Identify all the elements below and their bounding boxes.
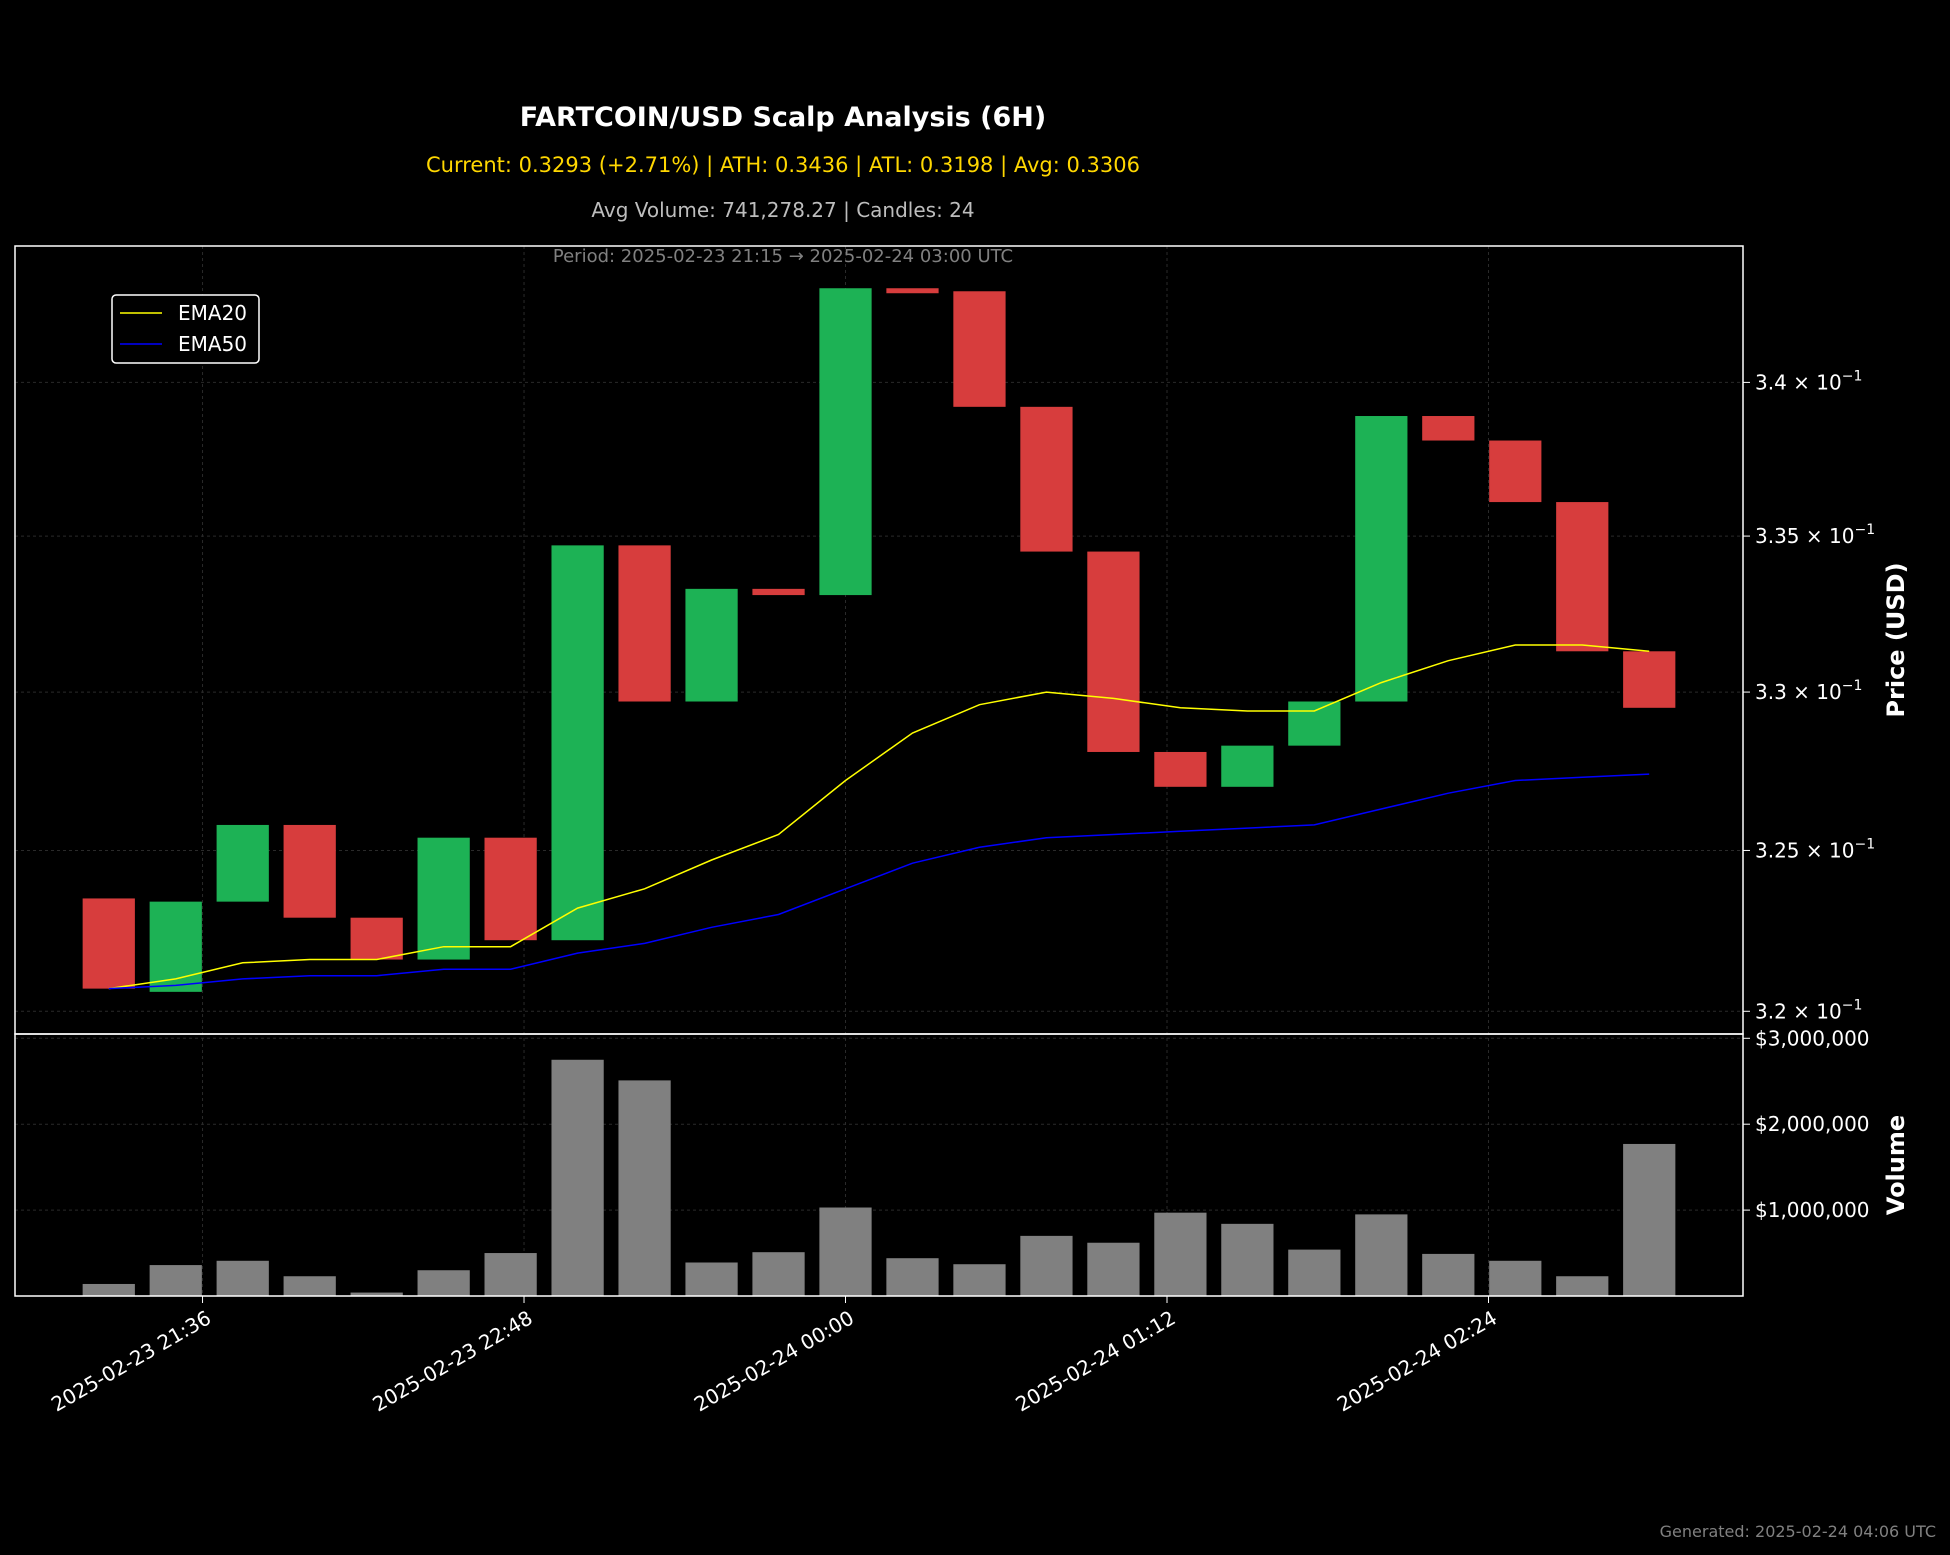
volume-tick-label: $1,000,000	[1755, 1198, 1870, 1222]
legend-box	[111, 294, 260, 364]
candle-down	[283, 824, 336, 918]
volume-bar	[1489, 1260, 1542, 1296]
legend-ema20-label: EMA20	[178, 301, 247, 325]
x-axis-ticks: 2025-02-23 21:36 2025-02-23 22:48 2025-02-…	[47, 1296, 1501, 1416]
price-tick-label: 3.35 × 10−1	[1755, 522, 1875, 548]
price-tick-label: 3.3 × 10−1	[1755, 678, 1862, 704]
volume-tick-label: $3,000,000	[1755, 1026, 1870, 1050]
candle-up	[819, 288, 872, 596]
x-tick-label: 2025-02-24 01:12	[1011, 1306, 1179, 1417]
volume-tick-label: $2,000,000	[1755, 1112, 1870, 1136]
volume-panel-frame	[14, 1033, 1744, 1297]
candle-down	[1154, 751, 1207, 787]
candle-up	[685, 588, 738, 702]
candle-up	[149, 901, 202, 992]
candle-down	[484, 837, 537, 941]
candle-down	[618, 545, 671, 702]
volume-bar	[1355, 1214, 1408, 1296]
chart-volume-subtitle: Avg Volume: 741,278.27 | Candles: 24	[591, 198, 974, 222]
volume-bar	[417, 1270, 470, 1296]
x-tick-label: 2025-02-23 22:48	[368, 1306, 536, 1417]
volume-axis-label: Volume	[1882, 1115, 1910, 1215]
volume-bar	[1221, 1223, 1274, 1296]
volume-bar	[886, 1258, 939, 1296]
volume-bar	[1020, 1235, 1073, 1296]
candle-up	[1355, 416, 1408, 702]
volume-bar	[216, 1260, 269, 1296]
price-tick-label: 3.2 × 10−1	[1755, 997, 1862, 1023]
legend: EMA20 EMA50	[111, 294, 260, 364]
candle-down	[1020, 406, 1073, 552]
price-tick-label: 3.25 × 10−1	[1755, 836, 1875, 862]
volume-bar	[752, 1252, 805, 1296]
candle-up	[1221, 745, 1274, 787]
volume-axis-ticks: $1,000,000 $2,000,000 $3,000,000	[1743, 1026, 1870, 1222]
volume-bar	[1288, 1249, 1341, 1296]
volume-bar	[819, 1207, 872, 1296]
candle-up	[551, 545, 604, 941]
x-tick-label: 2025-02-24 00:00	[690, 1306, 858, 1417]
chart-period-subtitle: Period: 2025-02-23 21:15 → 2025-02-24 03…	[553, 246, 1013, 267]
volume-bar	[1154, 1212, 1207, 1296]
candle-down	[752, 588, 805, 596]
ema-line-ema20	[108, 644, 1650, 990]
grid-layer	[15, 246, 1743, 1296]
volume-bar	[685, 1262, 738, 1296]
legend-ema50-label: EMA50	[178, 332, 247, 356]
candle-up	[1288, 701, 1341, 746]
candle-down	[82, 898, 135, 989]
price-tick-label: 3.4 × 10−1	[1755, 368, 1862, 394]
volume-bar	[618, 1080, 671, 1296]
candle-layer	[82, 288, 1676, 992]
x-tick-label: 2025-02-24 02:24	[1333, 1306, 1501, 1417]
volume-bar	[953, 1264, 1006, 1296]
chart-title: FARTCOIN/USD Scalp Analysis (6H)	[520, 102, 1046, 133]
volume-bar	[82, 1283, 135, 1296]
volume-bar	[1623, 1143, 1676, 1296]
price-axis-ticks: 3.2 × 10−1 3.25 × 10−1 3.3 × 10−1 3.35 × 10…	[1743, 368, 1875, 1023]
candle-down	[953, 291, 1006, 407]
generated-footer: Generated: 2025-02-24 04:06 UTC	[1660, 1522, 1936, 1541]
candle-down	[1623, 651, 1676, 708]
candle-down	[1087, 551, 1140, 752]
volume-bar	[484, 1253, 537, 1296]
volume-bar	[1556, 1276, 1609, 1296]
candle-down	[1489, 440, 1542, 503]
volume-bar	[350, 1292, 403, 1296]
ema-layer	[108, 644, 1650, 990]
candle-down	[1556, 502, 1609, 652]
volume-bar	[149, 1265, 202, 1296]
volume-bar	[1087, 1242, 1140, 1296]
volume-layer	[82, 1059, 1676, 1296]
candle-down	[886, 288, 939, 294]
candle-up	[417, 837, 470, 960]
candle-down	[350, 917, 403, 960]
price-axis-label: Price (USD)	[1882, 562, 1910, 717]
candle-up	[216, 824, 269, 902]
volume-bar	[283, 1276, 336, 1296]
chart-stats-subtitle: Current: 0.3293 (+2.71%) | ATH: 0.3436 |…	[426, 153, 1140, 178]
candle-down	[1422, 416, 1475, 441]
x-tick-label: 2025-02-23 21:36	[47, 1306, 215, 1417]
volume-bar	[1422, 1253, 1475, 1296]
volume-bar	[551, 1059, 604, 1296]
price-panel-frame	[14, 245, 1744, 1035]
ema-line-ema50	[108, 773, 1650, 990]
